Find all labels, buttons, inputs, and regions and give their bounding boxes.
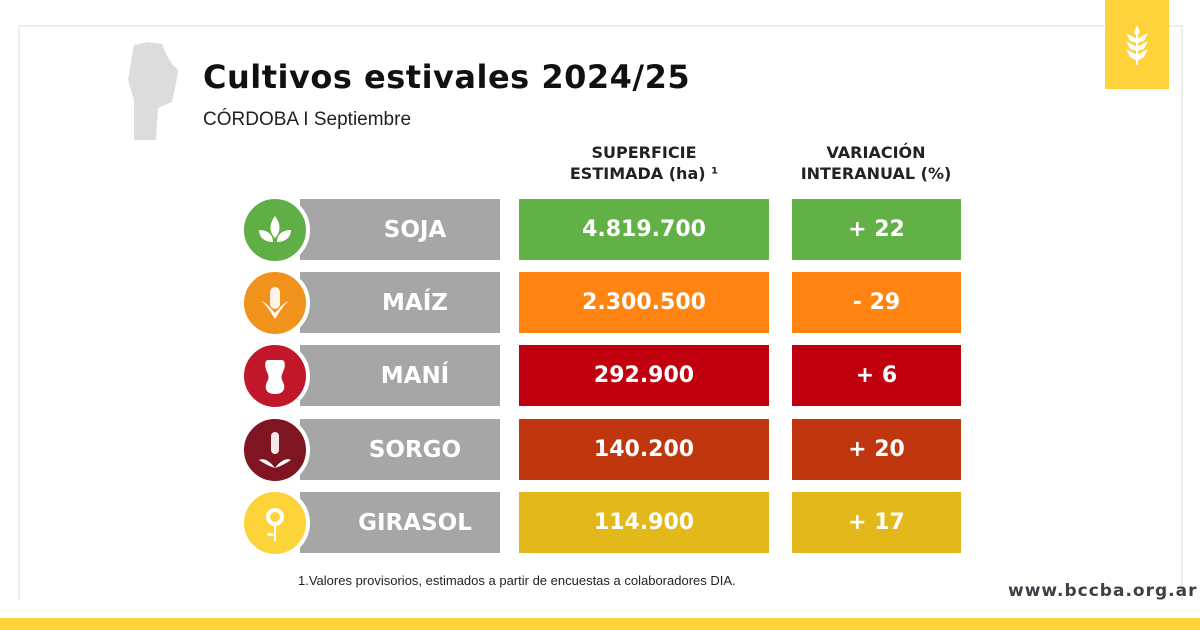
crop-area: 292.900 [519, 345, 769, 406]
page-title: Cultivos estivales 2024/25 [203, 58, 691, 96]
crop-area: 4.819.700 [519, 199, 769, 260]
crop-row: SORGO 140.200 + 20 [0, 415, 1200, 485]
column-header-variacion: VARIACIÓN INTERANUAL (%) [776, 142, 976, 184]
column-header-line: VARIACIÓN [826, 143, 926, 162]
sorghum-icon [240, 415, 310, 485]
crop-variation: - 29 [792, 272, 961, 333]
soy-leaves-icon [240, 195, 310, 265]
crop-variation: + 6 [792, 345, 961, 406]
sunflower-icon [240, 488, 310, 558]
crop-label: SOJA [300, 199, 500, 260]
column-header-superficie: SUPERFICIE ESTIMADA (ha) ¹ [544, 142, 744, 184]
column-header-line: SUPERFICIE [591, 143, 697, 162]
crop-area: 2.300.500 [519, 272, 769, 333]
bottom-bar [0, 618, 1200, 630]
crop-row: GIRASOL 114.900 + 17 [0, 488, 1200, 558]
peanut-icon [240, 341, 310, 411]
wheat-icon [1126, 24, 1148, 65]
column-header-line: ESTIMADA (ha) ¹ [569, 164, 719, 183]
crop-row: SOJA 4.819.700 + 22 [0, 195, 1200, 265]
corn-icon [240, 268, 310, 338]
crop-variation: + 17 [792, 492, 961, 553]
brand-logo [1105, 0, 1169, 89]
crop-area: 140.200 [519, 419, 769, 480]
crop-label: SORGO [300, 419, 500, 480]
crop-label: GIRASOL [300, 492, 500, 553]
crop-area: 114.900 [519, 492, 769, 553]
cordoba-map-icon [128, 42, 178, 140]
column-header-line: INTERANUAL (%) [800, 164, 952, 183]
footnote: 1.Valores provisorios, estimados a parti… [298, 573, 736, 588]
frame [18, 25, 1183, 600]
crop-row: MANÍ 292.900 + 6 [0, 341, 1200, 411]
crop-variation: + 20 [792, 419, 961, 480]
crop-label: MAÍZ [300, 272, 500, 333]
crop-label: MANÍ [300, 345, 500, 406]
page-subtitle: CÓRDOBA I Septiembre [203, 109, 412, 130]
website-link[interactable]: www.bccba.org.ar [1008, 581, 1198, 601]
crop-row: MAÍZ 2.300.500 - 29 [0, 268, 1200, 338]
crop-variation: + 22 [792, 199, 961, 260]
